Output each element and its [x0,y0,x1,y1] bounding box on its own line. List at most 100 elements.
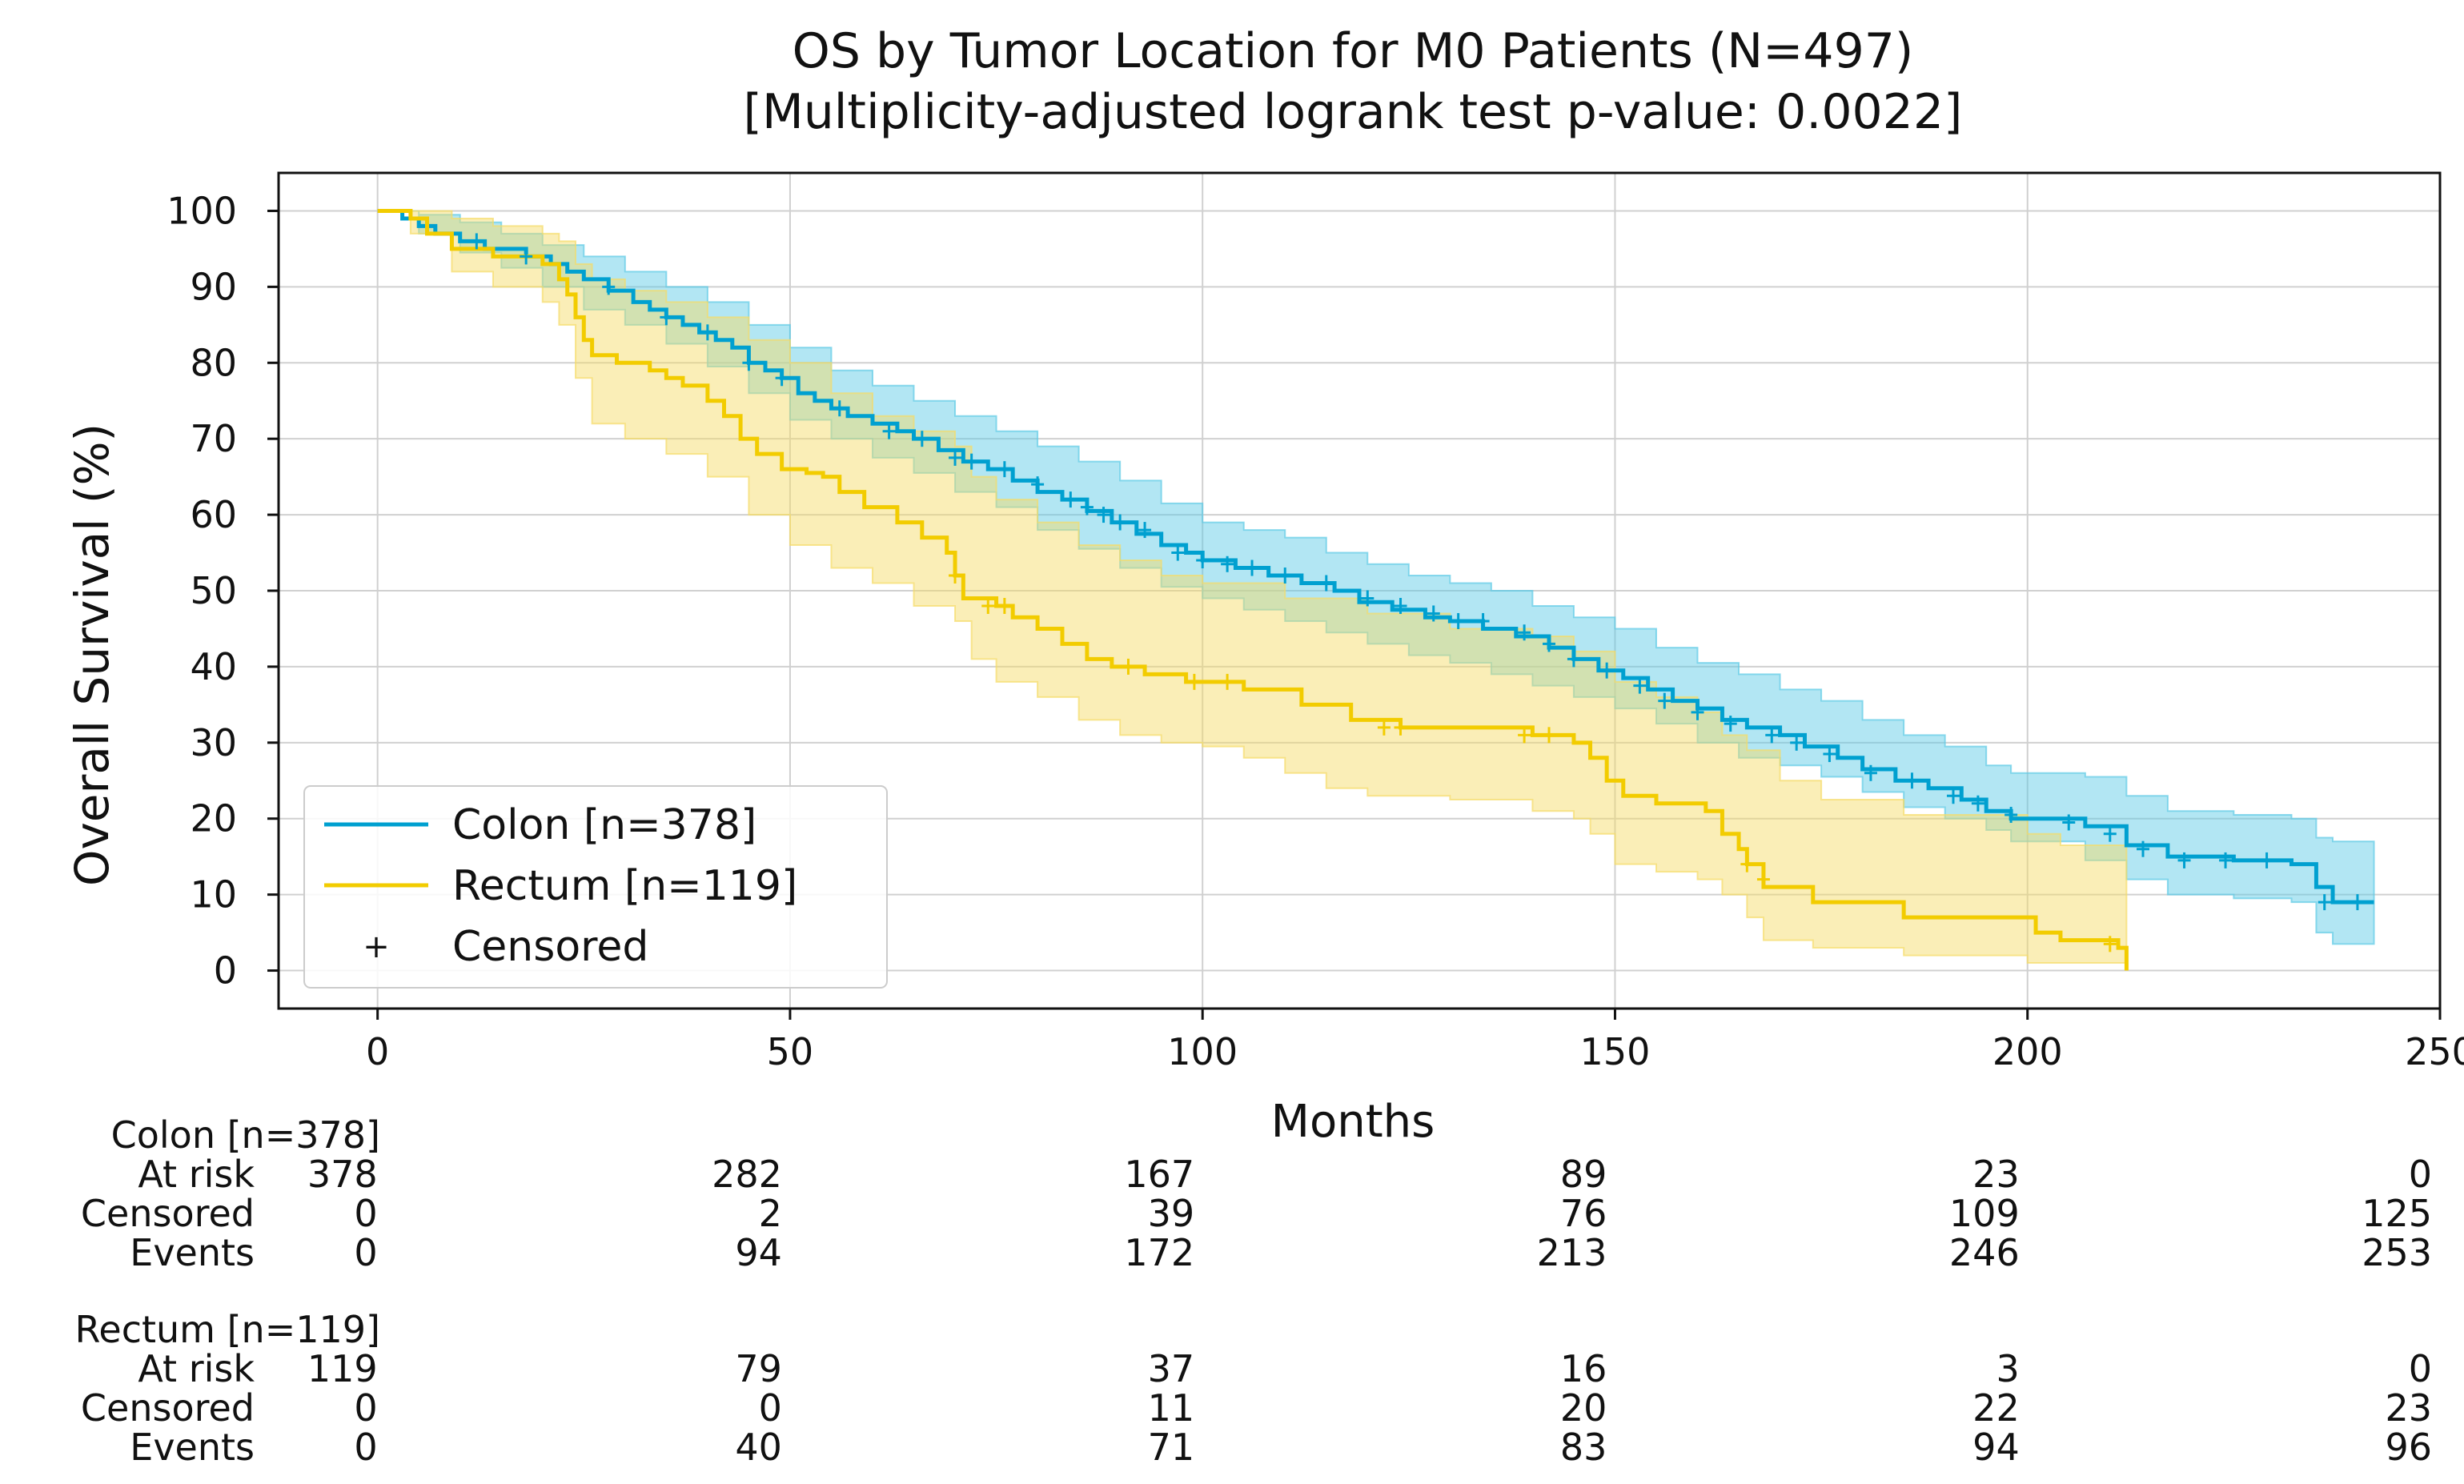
colon-censor-mark [1171,544,1185,561]
risk-cell: 83 [1560,1426,1607,1469]
colon-censor-mark [1064,491,1077,508]
colon-censor-mark [742,355,756,371]
colon-censor-mark [1138,522,1152,539]
colon-censor-mark [2219,852,2233,868]
colon-censor-mark [1361,590,1374,607]
risk-cell: 246 [1949,1231,2020,1274]
risk-cell: 0 [354,1231,377,1274]
colon-censor-mark [1691,704,1704,720]
risk-cell: 23 [2385,1386,2432,1430]
colon-censor-mark [1221,555,1234,572]
rectum-censor-mark [1756,871,1770,888]
risk-cell: 0 [2409,1347,2432,1390]
rectum-censor-mark [1543,727,1556,744]
rectum-censor-mark [1221,673,1234,690]
colon-censor-mark [775,370,789,387]
x-tick-label: 100 [1167,1030,1238,1073]
legend-rectum-label: Rectum [n=119] [452,862,797,910]
risk-cell: 109 [1949,1192,2020,1235]
risk-cell: 0 [354,1386,377,1430]
survival-curves [377,208,2374,971]
colon-censor-mark [700,324,714,341]
colon-censor-mark [1567,651,1580,668]
risk-row-label: Censored [81,1192,255,1235]
rectum-censor-mark [2103,936,2117,953]
colon-censor-mark [1097,507,1110,523]
rectum-censor-mark [1122,658,1135,675]
risk-cell: 23 [1972,1153,2020,1196]
risk-cell: 167 [1124,1153,1194,1196]
colon-censor-mark [1724,716,1737,732]
colon-censor-mark [833,400,846,417]
rectum-censor-mark [1187,673,1201,690]
colon-censor-mark [1518,624,1531,641]
risk-cell: 172 [1124,1231,1194,1274]
risk-cell: 37 [1148,1347,1195,1390]
legend: Colon [n=378] Rectum [n=119] + Censored [303,785,888,989]
colon-censor-mark [949,449,962,466]
colon-censor-mark [602,279,616,295]
risk-cell: 0 [759,1386,782,1430]
censor-marks [470,233,2364,953]
y-axis-ticks: 0 10 20 30 40 50 60 70 80 90 100 [167,189,279,993]
colon-censor-mark [1600,662,1614,679]
colon-censor-mark [2177,852,2191,868]
risk-table: Colon [n=378]At risk 378 282 167 89 23 0Censor… [75,1113,2433,1469]
risk-cell: 94 [735,1231,782,1274]
risk-cell: 3 [1996,1347,2019,1390]
colon-censor-mark [1633,677,1647,694]
risk-cell: 378 [307,1153,378,1196]
colon-censor-mark [1080,499,1094,515]
risk-cell: 96 [2385,1426,2432,1469]
colon-censor-mark [2137,840,2150,857]
colon-censor-mark [997,461,1011,478]
rectum-censor-mark [1740,856,1754,872]
legend-censored-label: Censored [452,923,648,971]
risk-row-label: Censored [81,1386,255,1430]
risk-cell: 282 [712,1153,782,1196]
y-tick-label: 100 [167,189,237,232]
colon-censor-mark [1031,476,1045,493]
legend-box [303,785,888,989]
rectum-censor-mark [1394,719,1407,736]
rectum-censor-mark [981,597,995,614]
colon-censor-mark [660,309,673,326]
risk-cell: 89 [1560,1153,1607,1196]
colon-censor-mark [1790,734,1804,751]
risk-cell: 76 [1560,1192,1607,1235]
risk-group-title: Colon [n=378] [111,1113,380,1157]
y-tick-label: 60 [190,493,237,536]
risk-cell: 2 [759,1192,782,1235]
y-tick-label: 40 [190,645,237,688]
colon-censor-mark [1476,612,1490,629]
risk-row-label: Events [130,1231,255,1274]
x-axis-ticks: 0 50 100 150 200 250 [366,1009,2464,1073]
colon-censor-mark [1451,612,1465,629]
risk-row-label: Events [130,1426,255,1469]
chart-title: OS by Tumor Location for M0 Patients (N=… [793,23,1914,79]
y-tick-label: 90 [190,265,237,308]
colon-censor-mark [520,248,533,265]
colon-survival-curve [377,208,2374,904]
colon-censor-mark [1319,575,1333,592]
y-tick-label: 0 [214,949,237,993]
colon-censor-mark [2062,814,2076,831]
risk-cell: 20 [1560,1386,1607,1430]
risk-cell: 0 [2409,1153,2432,1196]
colon-censor-mark [1658,692,1671,709]
risk-cell: 40 [735,1426,782,1469]
risk-cell: 125 [2362,1192,2432,1235]
y-tick-label: 50 [190,569,237,612]
colon-censor-mark [1394,597,1407,614]
colon-censor-mark [470,233,484,250]
risk-cell: 0 [354,1426,377,1469]
colon-censor-mark [1946,788,1960,804]
colon-censor-mark [1543,636,1556,652]
chart-subtitle: [Multiplicity-adjusted logrank test p-va… [744,84,1963,140]
colon-censor-mark [1114,514,1127,531]
risk-cell: 39 [1148,1192,1195,1235]
rectum-censor-mark [1377,719,1391,736]
rectum-censor-mark [997,597,1011,614]
y-tick-label: 10 [190,873,237,916]
